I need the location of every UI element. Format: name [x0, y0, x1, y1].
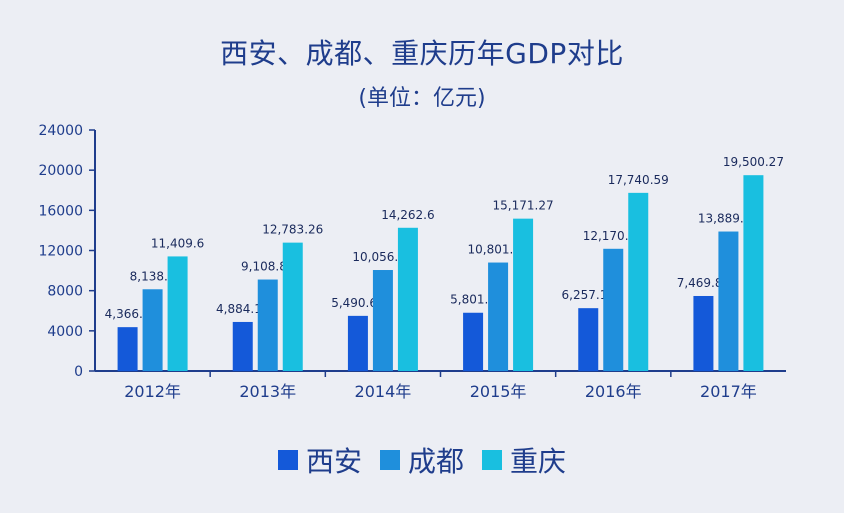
data-label: 4,884.13: [216, 302, 269, 316]
bar-2: [372, 270, 393, 371]
data-label: 5,801.2: [450, 293, 496, 307]
bar-3: [628, 192, 649, 371]
y-tick-label: 0: [74, 364, 83, 380]
legend-swatch: [379, 450, 400, 470]
bar-2: [142, 289, 163, 371]
data-label: 9,108.89: [241, 260, 294, 274]
y-tick-label: 4000: [47, 324, 83, 340]
legend-label: 重庆: [510, 445, 567, 478]
bar-2: [488, 262, 509, 371]
bar-3: [167, 256, 188, 371]
bar-2: [257, 279, 278, 371]
x-tick-label: 2012年: [124, 382, 181, 401]
bar-1: [232, 321, 253, 371]
data-label: 8,138.9: [130, 269, 176, 283]
data-label: 14,262.6: [381, 208, 434, 222]
legend-item: 西安: [277, 440, 362, 480]
bar-2: [603, 248, 624, 371]
x-tick-label: 2015年: [470, 382, 527, 401]
chart-subtitle: (单位：亿元): [358, 86, 486, 111]
x-tick-label: 2016年: [585, 382, 642, 401]
y-tick-label: 12000: [38, 244, 83, 260]
legend: 西安 成都 重庆: [0, 440, 844, 480]
x-tick-label: 2014年: [355, 382, 412, 401]
data-label: 19,500.27: [723, 155, 784, 169]
bar-2: [718, 231, 739, 371]
data-label: 17,740.59: [608, 173, 669, 187]
chart-title: 西安、成都、重庆历年GDP对比: [220, 37, 624, 70]
data-label: 4,366.1: [105, 307, 151, 321]
data-label: 15,171.27: [493, 199, 554, 213]
bar-3: [282, 242, 303, 371]
legend-label: 西安: [305, 445, 362, 478]
bar-1: [347, 315, 368, 371]
y-tick-label: 16000: [38, 203, 83, 219]
bar-3: [397, 227, 418, 371]
y-tick-label: 20000: [38, 163, 83, 179]
bar-3: [743, 175, 764, 371]
y-tick-label: 8000: [47, 284, 83, 300]
y-tick-label: 24000: [38, 123, 83, 139]
legend-item: 成都: [379, 440, 464, 480]
bar-1: [693, 295, 714, 371]
data-label: 6,257.18: [562, 288, 615, 302]
bar-3: [513, 218, 534, 371]
legend-item: 重庆: [482, 440, 566, 480]
data-label: 7,469.85: [677, 276, 730, 290]
legend-label: 成都: [407, 445, 464, 478]
data-label: 12,783.26: [262, 223, 323, 237]
bar-1: [578, 308, 599, 371]
bar-1: [117, 327, 138, 371]
data-label: 11,409.6: [151, 236, 204, 250]
data-label: 5,490.64: [331, 296, 384, 310]
x-tick-label: 2017年: [700, 382, 757, 401]
legend-swatch: [277, 450, 298, 470]
bar-1: [463, 312, 484, 371]
x-tick-label: 2013年: [239, 382, 296, 401]
legend-swatch: [482, 450, 502, 470]
